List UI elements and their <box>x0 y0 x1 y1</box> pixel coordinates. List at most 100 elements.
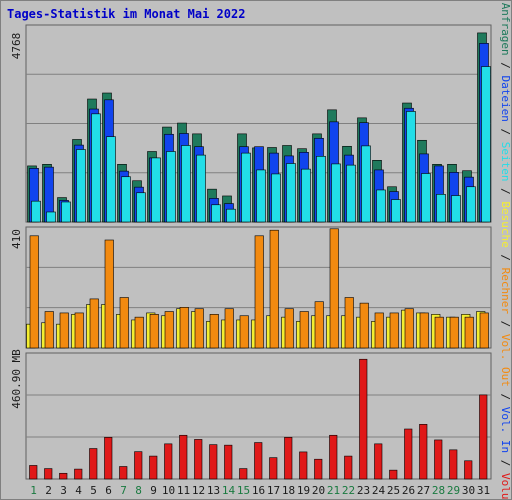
bar-rechner-day-7 <box>119 297 129 349</box>
x-tick-label: 7 <box>120 484 127 497</box>
bar-seiten-day-20 <box>316 156 326 223</box>
x-tick-label: 25 <box>387 484 400 497</box>
x-axis-day-labels: 1 2 3 4 5 6 7 8 9 10 11 12 13 14 15 16 17 18 19 20 21 22 23 24 2… <box>30 484 490 497</box>
legend-entry: Besuche <box>499 201 511 247</box>
bar-rechner-day-25 <box>389 312 399 349</box>
bar-rechner-day-10 <box>164 311 174 349</box>
bar-volumen-day-10 <box>164 443 173 480</box>
x-tick-label: 28 <box>432 484 445 497</box>
bar-seiten-day-4 <box>76 149 86 223</box>
bar-seiten-day-31 <box>481 66 491 223</box>
x-tick-label: 2 <box>45 484 52 497</box>
bar-volumen-day-31 <box>479 394 488 480</box>
bar-seiten-day-23 <box>361 145 371 223</box>
bar-seiten-day-5 <box>91 113 101 223</box>
bar-volumen-day-1 <box>29 465 38 480</box>
bar-rechner-day-2 <box>44 311 54 349</box>
y-max-label-requests: 4768 <box>10 33 23 60</box>
bar-seiten-day-26 <box>406 111 416 223</box>
bar-volumen-day-6 <box>104 437 113 480</box>
bar-seiten-day-3 <box>61 201 71 223</box>
bar-seiten-day-18 <box>286 163 296 223</box>
legend-entry: / <box>499 56 511 76</box>
bar-rechner-day-13 <box>209 314 219 349</box>
x-tick-label: 30 <box>462 484 475 497</box>
legend-entry: Anfragen <box>499 3 511 56</box>
bar-seiten-day-27 <box>421 173 431 223</box>
bar-seiten-day-11 <box>181 145 191 223</box>
x-tick-label: 27 <box>417 484 430 497</box>
bar-seiten-day-9 <box>151 157 161 223</box>
bar-rechner-day-23 <box>359 302 369 349</box>
bar-rechner-day-15 <box>239 315 249 349</box>
bar-volumen-day-22 <box>344 455 353 480</box>
x-tick-label: 10 <box>162 484 175 497</box>
bar-volumen-day-23 <box>359 358 368 480</box>
x-tick-label: 17 <box>267 484 280 497</box>
bar-seiten-day-16 <box>256 169 266 223</box>
bar-volumen-day-5 <box>89 448 98 480</box>
bar-volumen-day-25 <box>389 469 398 480</box>
bar-rechner-day-26 <box>404 308 414 349</box>
legend-entry: Seiten <box>499 142 511 182</box>
bar-seiten-day-1 <box>31 200 41 223</box>
bar-seiten-day-6 <box>106 136 116 223</box>
x-tick-label: 4 <box>75 484 82 497</box>
bar-volumen-day-19 <box>299 451 308 480</box>
bar-seiten-day-14 <box>226 208 236 223</box>
bar-rechner-day-5 <box>89 298 99 349</box>
bar-volumen-day-16 <box>254 442 263 480</box>
bar-seiten-day-30 <box>466 186 476 223</box>
x-tick-label: 11 <box>177 484 190 497</box>
x-tick-label: 19 <box>297 484 310 497</box>
legend-entry: / <box>499 453 511 473</box>
bar-seiten-day-21 <box>331 163 341 223</box>
bar-seiten-day-25 <box>391 199 401 223</box>
bar-seiten-day-7 <box>121 176 131 223</box>
x-tick-label: 16 <box>252 484 265 497</box>
bar-rechner-day-12 <box>194 308 204 349</box>
bar-rechner-day-21 <box>329 228 339 349</box>
legend-entry: / <box>499 182 511 202</box>
bar-volumen-day-30 <box>464 460 473 480</box>
x-tick-label: 18 <box>282 484 295 497</box>
legend-entry: Vol. In <box>499 407 511 453</box>
y-max-label-visits: 410 <box>10 229 23 249</box>
chart-title: Tages-Statistik im Monat Mai 2022 <box>7 7 246 21</box>
bar-volumen-day-13 <box>209 444 218 480</box>
x-tick-label: 23 <box>357 484 370 497</box>
x-tick-label: 20 <box>312 484 325 497</box>
bar-volumen-day-26 <box>404 428 413 480</box>
x-tick-label: 26 <box>402 484 415 497</box>
x-tick-label: 6 <box>105 484 112 497</box>
bar-rechner-day-1 <box>29 235 39 349</box>
bar-rechner-day-27 <box>419 312 429 349</box>
bar-seiten-day-22 <box>346 164 356 223</box>
bar-rechner-day-20 <box>314 301 324 349</box>
bar-volumen-day-15 <box>239 468 248 480</box>
right-legend: Anfragen / Dateien / Seiten / Besuche / … <box>499 3 511 499</box>
bar-volumen-day-2 <box>44 468 53 480</box>
legend-entry: Dateien <box>499 76 511 122</box>
x-tick-label: 31 <box>477 484 490 497</box>
bar-rechner-day-28 <box>434 316 444 349</box>
bar-volumen-day-9 <box>149 455 158 480</box>
x-tick-label: 24 <box>372 484 386 497</box>
bar-rechner-day-6 <box>104 239 114 349</box>
x-tick-label: 22 <box>342 484 355 497</box>
bar-seiten-day-8 <box>136 192 146 223</box>
bar-volumen-day-7 <box>119 466 128 480</box>
bar-rechner-day-9 <box>149 314 159 349</box>
x-tick-label: 9 <box>150 484 157 497</box>
bar-volumen-day-4 <box>74 468 83 480</box>
bar-rechner-day-4 <box>74 312 84 349</box>
bar-volumen-day-17 <box>269 457 278 480</box>
bar-rechner-day-3 <box>59 312 69 349</box>
legend-entry: Rechner <box>499 268 511 315</box>
bar-volumen-day-8 <box>134 451 143 480</box>
x-tick-label: 14 <box>222 484 236 497</box>
bar-rechner-day-30 <box>464 316 474 349</box>
bar-volumen-day-18 <box>284 437 293 480</box>
